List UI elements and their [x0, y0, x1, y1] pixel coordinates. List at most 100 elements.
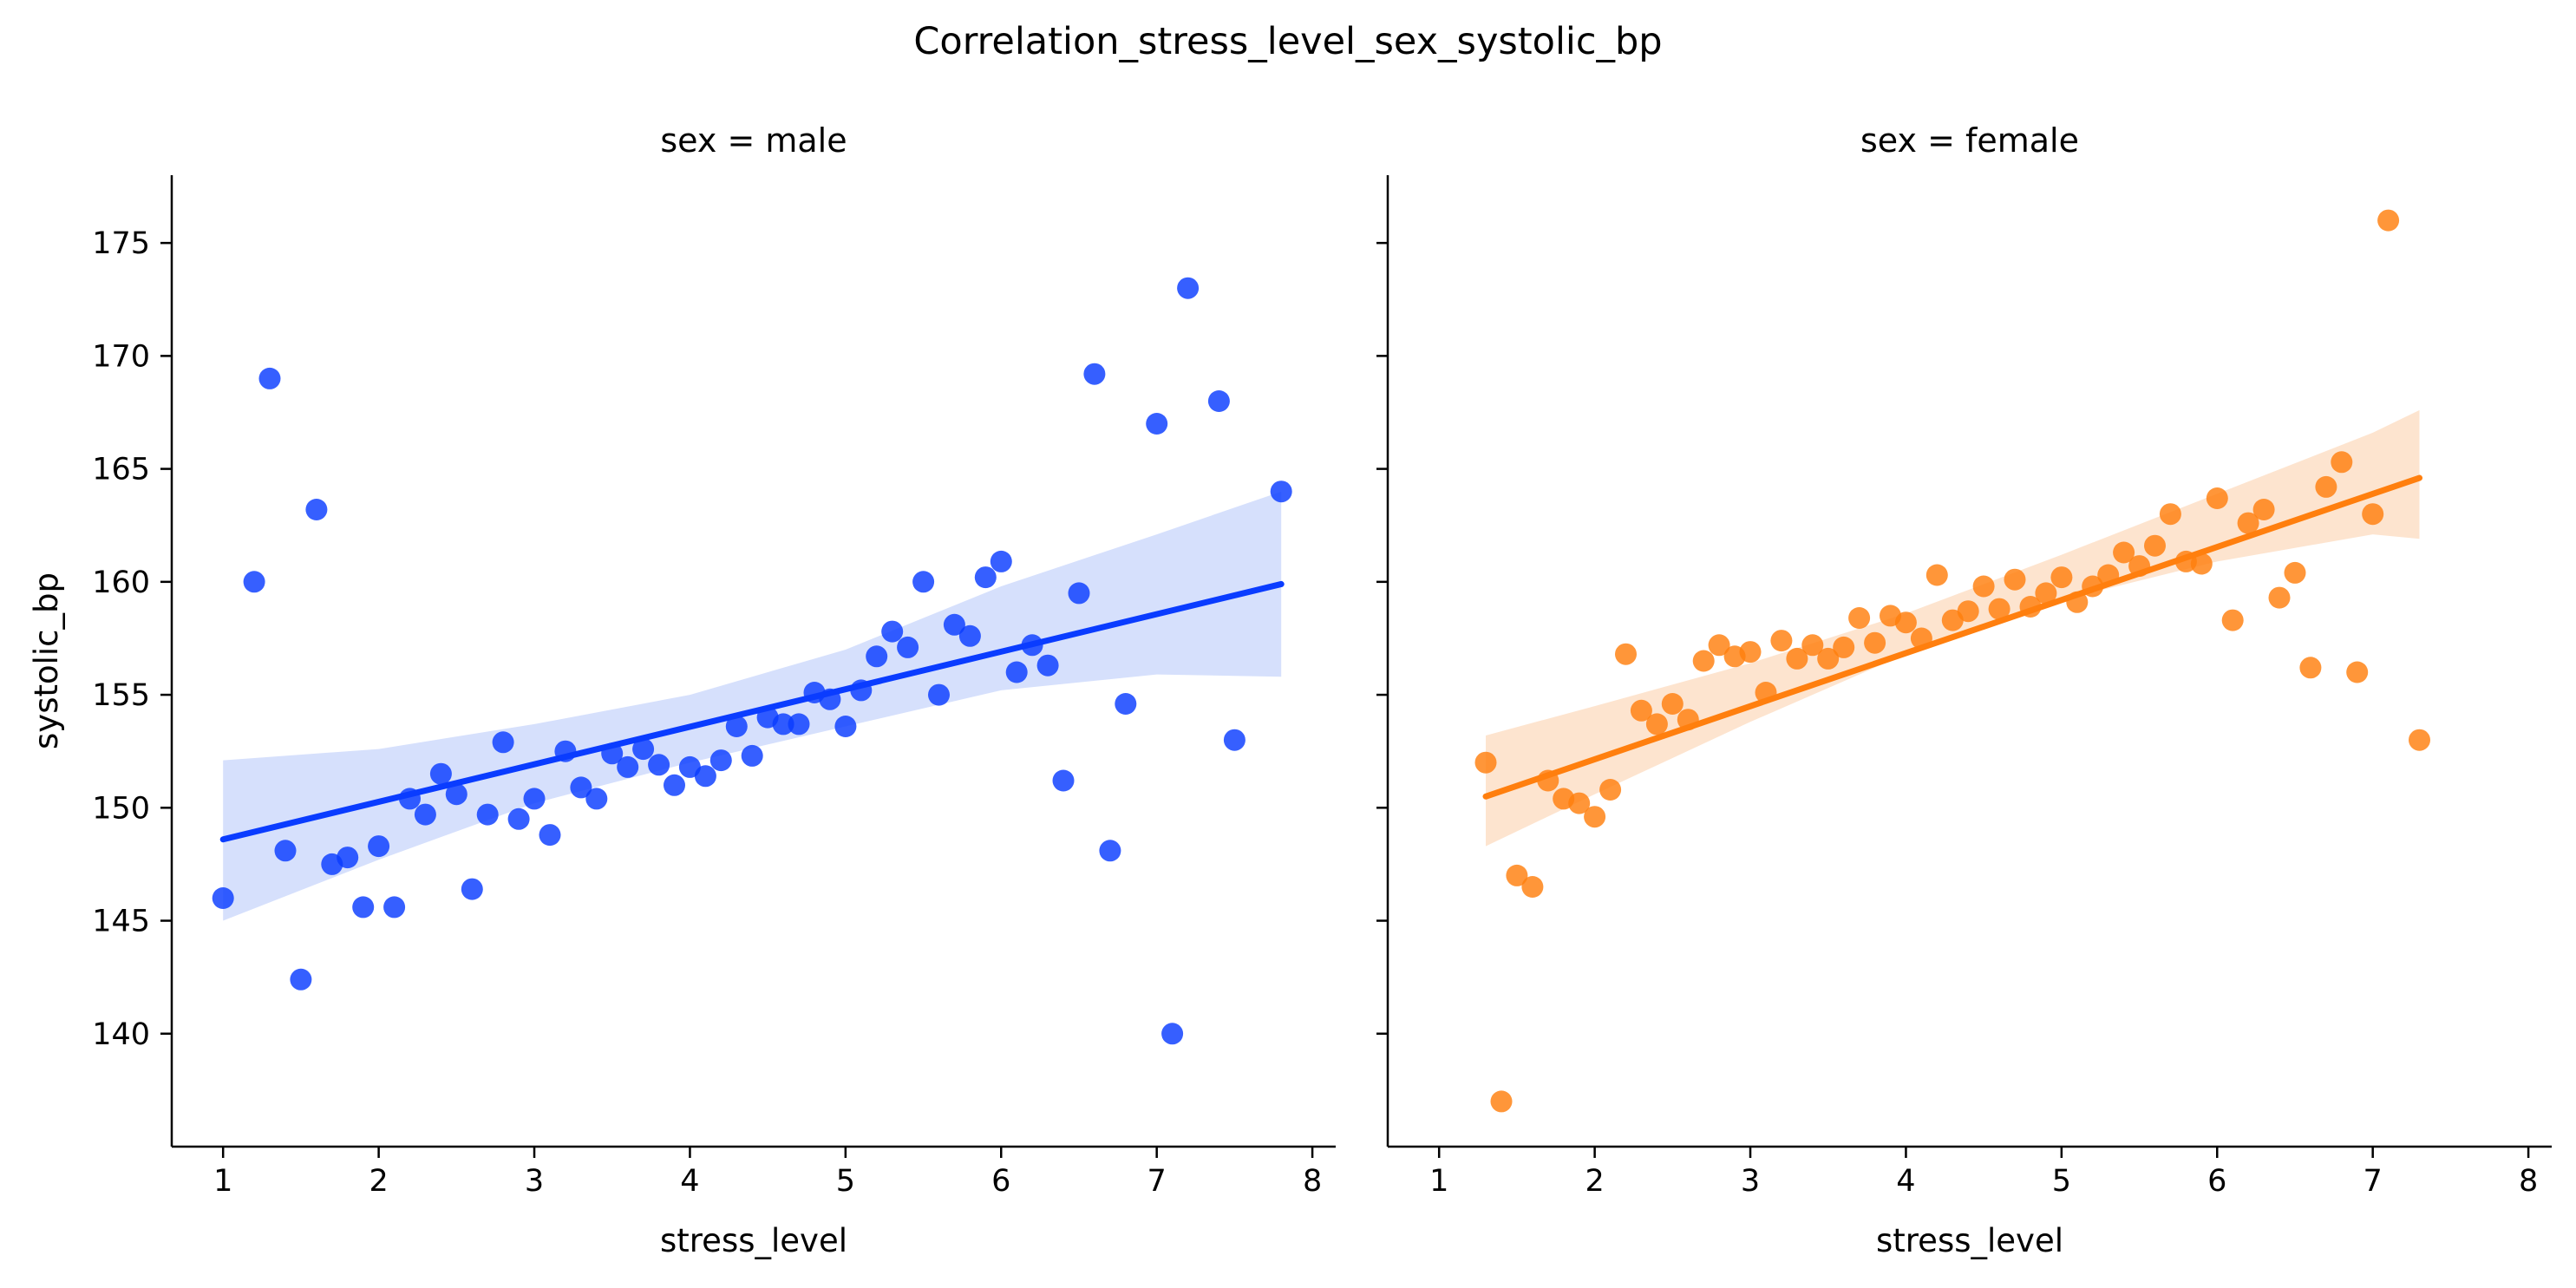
data-point: [2113, 541, 2135, 564]
data-point: [958, 624, 981, 647]
data-point: [1474, 751, 1497, 774]
x-axis-label: stress_level: [1876, 1222, 2063, 1259]
x-tick-label: 3: [525, 1164, 544, 1199]
data-point: [1270, 481, 1292, 503]
data-point: [414, 803, 436, 826]
panel-title: sex = female: [1860, 121, 2079, 160]
data-point: [1645, 713, 1668, 736]
data-point: [1833, 636, 1855, 658]
data-point: [243, 571, 265, 593]
data-point: [990, 550, 1012, 572]
data-point: [1770, 630, 1793, 652]
x-tick-label: 1: [1429, 1164, 1448, 1199]
y-tick-label: 160: [92, 566, 150, 600]
data-point: [617, 755, 639, 778]
data-point: [1115, 693, 1137, 715]
y-tick-label: 140: [92, 1017, 150, 1052]
data-point: [2206, 487, 2228, 509]
panel-2: sex = female 1 2 3 4 5 6 7 8 stress_level: [1376, 121, 2552, 1259]
data-point: [1005, 661, 1028, 683]
x-tick-label: 8: [1303, 1164, 1322, 1199]
data-point: [337, 847, 359, 869]
data-point: [1207, 390, 1230, 412]
data-point: [2035, 582, 2057, 605]
data-point: [709, 749, 732, 772]
x-tick-label: 4: [1896, 1164, 1915, 1199]
data-point: [1708, 634, 1730, 657]
data-point: [664, 774, 685, 796]
data-point: [1988, 598, 2010, 620]
data-point: [648, 754, 670, 776]
data-point: [1052, 769, 1075, 792]
y-tick-label: 150: [92, 791, 150, 826]
x-tick-label: 7: [1147, 1164, 1167, 1199]
x-tick-label: 2: [369, 1164, 388, 1199]
data-point: [258, 367, 281, 389]
x-tick-label: 7: [2364, 1164, 2383, 1199]
data-point: [1864, 631, 1886, 654]
data-point: [1817, 647, 1840, 670]
y-tick-label: 170: [92, 339, 150, 374]
data-point: [974, 566, 997, 589]
data-point: [881, 620, 904, 643]
data-point: [1584, 806, 1606, 828]
x-tick-label: 5: [2052, 1164, 2071, 1199]
data-point: [2377, 209, 2400, 232]
data-point: [368, 835, 390, 858]
x-tick-label: 2: [1585, 1164, 1604, 1199]
data-point: [1972, 575, 1995, 598]
data-point: [2268, 586, 2291, 609]
x-tick-label: 8: [2519, 1164, 2538, 1199]
data-point: [2331, 451, 2353, 474]
data-point: [274, 840, 297, 862]
panel-title: sex = male: [660, 121, 847, 160]
x-tick-label: 3: [1741, 1164, 1760, 1199]
data-point: [383, 896, 406, 919]
data-point: [212, 887, 234, 909]
x-tick-label: 6: [2207, 1164, 2226, 1199]
y-tick-label: 175: [92, 226, 150, 261]
data-point: [305, 499, 328, 520]
data-point: [1099, 840, 1121, 862]
regression-line: [1482, 474, 2422, 800]
data-point: [1615, 643, 1637, 665]
data-point: [2004, 568, 2026, 591]
data-point: [1161, 1023, 1184, 1045]
data-point: [2190, 552, 2213, 575]
data-point: [725, 716, 748, 737]
data-point: [1630, 699, 1652, 722]
y-axis-label: systolic_bp: [28, 572, 65, 749]
data-point: [352, 896, 375, 919]
data-point: [1506, 864, 1528, 886]
data-point: [1568, 792, 1591, 814]
data-point: [2221, 609, 2244, 631]
data-point: [1801, 634, 1824, 657]
data-point: [492, 731, 514, 754]
data-point: [1177, 277, 1200, 299]
x-tick-label: 6: [991, 1164, 1010, 1199]
data-point: [1692, 650, 1715, 672]
data-point: [1599, 779, 1622, 801]
data-point: [834, 716, 857, 737]
data-point: [2144, 534, 2166, 557]
data-point: [1223, 729, 1246, 751]
data-point: [2159, 503, 2181, 526]
data-point: [585, 788, 608, 810]
panel-1: sex = male 1 2 3 4 5 6 7 8 140 145 150 155 160 165 170 1…: [92, 121, 1336, 1259]
data-point: [1521, 876, 1544, 898]
data-point: [2252, 499, 2275, 520]
data-point: [1894, 611, 1917, 634]
data-point: [1146, 413, 1168, 435]
data-point: [912, 571, 935, 593]
data-point: [1848, 607, 1871, 629]
data-point: [1036, 654, 1059, 677]
data-point: [1739, 641, 1762, 664]
data-point: [1786, 647, 1808, 670]
x-tick-label: 1: [213, 1164, 232, 1199]
data-point: [866, 645, 888, 668]
data-point: [788, 713, 810, 736]
x-tick-label: 5: [836, 1164, 855, 1199]
data-point: [445, 783, 467, 806]
data-point: [1957, 600, 1979, 623]
data-point: [2346, 661, 2369, 683]
